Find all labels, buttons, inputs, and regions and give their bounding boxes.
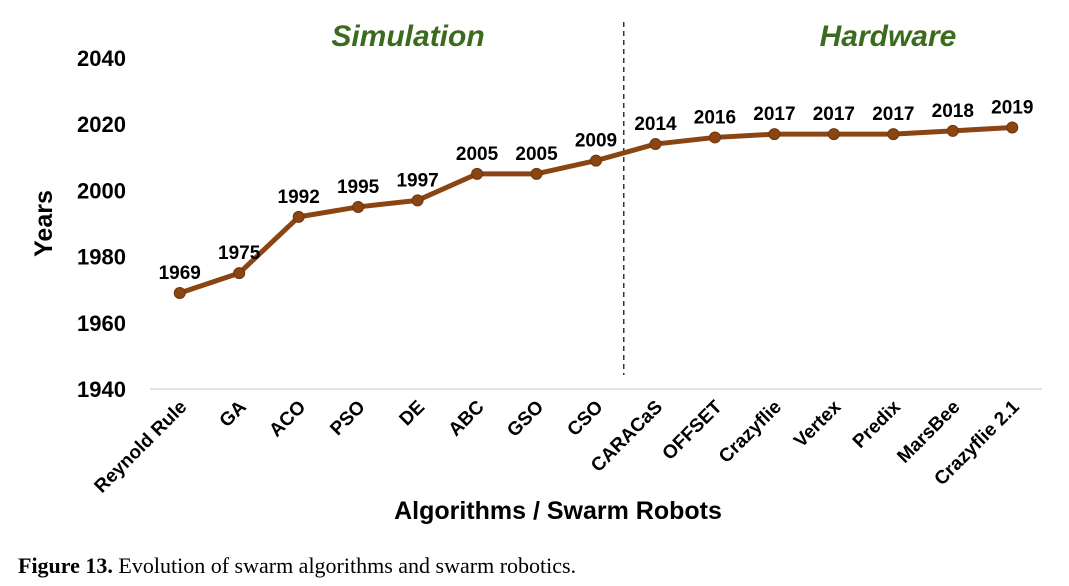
data-point xyxy=(887,128,900,141)
data-point xyxy=(530,167,543,180)
data-point xyxy=(590,154,602,167)
x-tick-labels: Reynold Rule GA ACO PSO DE ABC GSO CSOCARACaSOF… xyxy=(91,396,1025,497)
y-tick-label: 2020 xyxy=(77,112,126,137)
x-tick-label: ABC xyxy=(445,396,489,440)
data-point xyxy=(946,124,959,137)
data-point xyxy=(352,200,365,213)
x-tick-label: GSO xyxy=(503,397,548,442)
caption-label: Figure 13. xyxy=(18,553,113,578)
region-label-simulation: Simulation xyxy=(331,20,484,53)
y-tick-label: 2040 xyxy=(77,46,126,71)
data-point xyxy=(173,287,186,300)
x-tick-label: GA xyxy=(216,396,251,431)
y-tick-labels: 1940 1960 1980 2000 2020 2040 xyxy=(77,46,126,402)
data-label: 2005 xyxy=(515,144,558,165)
data-point xyxy=(411,194,424,207)
data-label: 2014 xyxy=(634,114,677,135)
x-tick-label: Crazyflie xyxy=(715,397,786,468)
data-label: 1975 xyxy=(218,243,261,264)
data-label: 2016 xyxy=(694,107,736,128)
x-tick-label: PSO xyxy=(326,397,369,440)
x-tick-label: CSO xyxy=(564,397,608,441)
data-label: 2018 xyxy=(932,101,974,122)
data-point xyxy=(708,131,721,144)
data-label: 2017 xyxy=(753,104,795,125)
series-line xyxy=(177,125,1015,296)
series-group xyxy=(173,121,1019,300)
y-tick-label: 1960 xyxy=(77,311,126,336)
y-tick-label: 1940 xyxy=(77,377,126,402)
line-chart: Simulation Hardware 1969 1975 1992 1995 1997 2… xyxy=(30,20,1042,525)
data-point xyxy=(292,210,305,223)
y-tick-label: 2000 xyxy=(77,178,126,203)
figure-caption: Figure 13. Evolution of swarm algorithms… xyxy=(18,553,576,579)
data-point xyxy=(827,128,840,141)
x-tick-label: Predix xyxy=(849,396,905,452)
data-label: 1992 xyxy=(278,187,320,208)
x-tick-label: ACO xyxy=(265,397,310,442)
x-tick-label: DE xyxy=(396,397,430,431)
data-point xyxy=(233,267,246,280)
data-label: 1995 xyxy=(337,177,380,198)
region-labels: Simulation Hardware xyxy=(331,20,956,53)
axes xyxy=(150,22,1042,390)
x-tick-label: Vertex xyxy=(790,396,845,451)
data-label: 1969 xyxy=(159,263,201,284)
data-label: 2017 xyxy=(813,104,855,125)
data-label: 2009 xyxy=(575,131,617,152)
x-axis-title: Algorithms / Swarm Robots xyxy=(394,497,722,525)
data-point xyxy=(471,167,484,180)
y-tick-label: 1980 xyxy=(77,245,126,270)
region-label-hardware: Hardware xyxy=(820,20,957,53)
data-label: 1997 xyxy=(396,170,438,191)
data-label: 2005 xyxy=(456,144,499,165)
data-point xyxy=(768,128,781,141)
data-point xyxy=(1006,121,1019,134)
caption-text: Evolution of swarm algorithms and swarm … xyxy=(112,553,577,578)
data-point xyxy=(649,138,662,151)
y-axis-title: Years xyxy=(30,190,58,257)
data-labels: 1969 1975 1992 1995 1997 2005 2005 2009 2014 2016… xyxy=(159,98,1034,285)
data-label: 2019 xyxy=(991,98,1033,119)
data-label: 2017 xyxy=(872,104,914,125)
x-tick-label: Reynold Rule xyxy=(91,397,192,498)
